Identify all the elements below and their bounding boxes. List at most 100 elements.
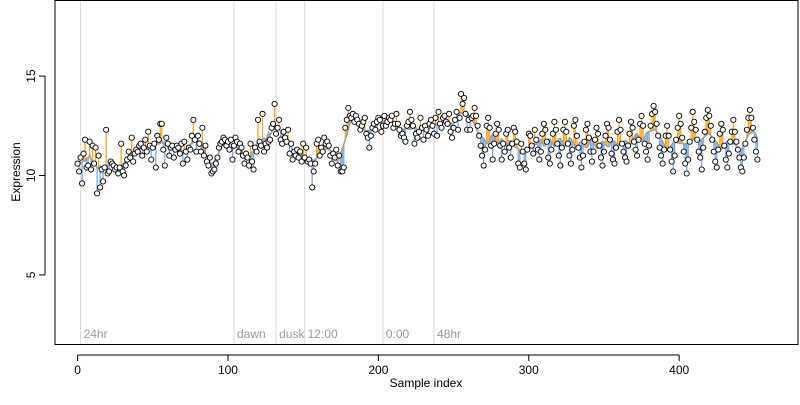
data-point	[754, 156, 761, 163]
data-point	[76, 168, 83, 175]
data-point	[267, 136, 274, 143]
data-point	[181, 138, 188, 145]
data-point	[334, 162, 341, 169]
data-point	[303, 144, 310, 151]
data-point	[367, 132, 374, 139]
data-point	[486, 124, 493, 131]
data-point	[661, 146, 668, 153]
data-point	[179, 160, 186, 167]
marker-label: 24hr	[84, 327, 108, 341]
data-point	[235, 148, 242, 155]
data-point	[97, 184, 104, 191]
data-point	[632, 146, 639, 153]
data-point	[555, 152, 562, 159]
data-point	[411, 140, 418, 147]
data-point	[328, 160, 335, 167]
data-point	[80, 150, 87, 157]
data-point	[432, 114, 439, 121]
data-point	[206, 154, 213, 161]
data-point	[635, 136, 642, 143]
data-point	[361, 114, 368, 121]
data-point	[575, 144, 582, 151]
data-point	[530, 150, 537, 157]
data-point	[536, 156, 543, 163]
data-point	[566, 152, 573, 159]
data-point	[665, 132, 672, 139]
data-point	[214, 154, 221, 161]
data-point	[247, 140, 254, 147]
data-point	[188, 132, 195, 139]
data-point	[725, 150, 732, 157]
data-point	[312, 160, 319, 167]
data-point	[316, 152, 323, 159]
data-point	[288, 140, 295, 147]
data-point	[199, 124, 206, 131]
marker-label: dawn	[237, 327, 266, 341]
data-point	[155, 136, 162, 143]
data-point	[415, 128, 423, 135]
data-point	[731, 128, 738, 135]
data-point	[590, 148, 597, 155]
data-point	[698, 166, 705, 173]
data-point	[158, 120, 165, 127]
data-point	[596, 142, 603, 149]
data-point	[500, 140, 507, 147]
data-point	[629, 124, 636, 131]
data-point	[446, 110, 453, 117]
data-point	[152, 164, 159, 171]
data-point	[378, 128, 385, 135]
data-point	[674, 124, 681, 131]
data-point	[685, 156, 692, 163]
data-point	[92, 144, 99, 151]
axis-labels: Sample index Expression	[9, 142, 462, 390]
data-point	[655, 132, 662, 139]
data-point	[479, 152, 486, 159]
data-point	[142, 136, 149, 143]
data-point	[230, 142, 238, 149]
data-point	[85, 162, 92, 169]
data-point	[628, 118, 635, 125]
data-point	[567, 160, 574, 167]
data-point	[170, 154, 177, 161]
data-point	[670, 168, 677, 175]
data-point	[482, 146, 489, 153]
y-tick-label: 10	[24, 168, 38, 182]
data-point	[433, 132, 441, 139]
data-point	[274, 124, 281, 131]
data-point	[682, 160, 689, 167]
data-point	[623, 158, 630, 165]
data-point	[74, 160, 81, 167]
data-point	[608, 150, 615, 157]
marker-label: 12:00	[308, 327, 338, 341]
data-point	[485, 114, 492, 121]
data-point	[521, 160, 528, 167]
data-point	[449, 134, 456, 141]
data-point	[297, 148, 304, 155]
data-point	[462, 110, 469, 117]
data-point	[414, 134, 421, 141]
data-point	[573, 132, 580, 139]
data-points	[74, 90, 761, 197]
data-point	[707, 122, 714, 129]
data-point	[701, 128, 708, 135]
data-point	[618, 140, 626, 147]
data-point	[406, 108, 414, 115]
data-point	[542, 126, 549, 133]
data-point	[716, 130, 723, 137]
axes: 0 100 200 300 400 5 10 15	[24, 0, 799, 377]
data-point	[524, 146, 531, 153]
data-point	[506, 144, 513, 151]
marker-label: 0:00	[386, 327, 410, 341]
data-point	[340, 164, 347, 171]
data-point	[175, 144, 182, 151]
data-point	[161, 162, 168, 169]
data-point	[429, 122, 436, 129]
data-point	[548, 146, 555, 153]
data-point	[588, 158, 595, 165]
data-point	[531, 126, 538, 133]
data-point	[116, 164, 123, 171]
data-point	[396, 126, 403, 133]
data-point	[504, 126, 511, 133]
data-point	[319, 148, 326, 155]
